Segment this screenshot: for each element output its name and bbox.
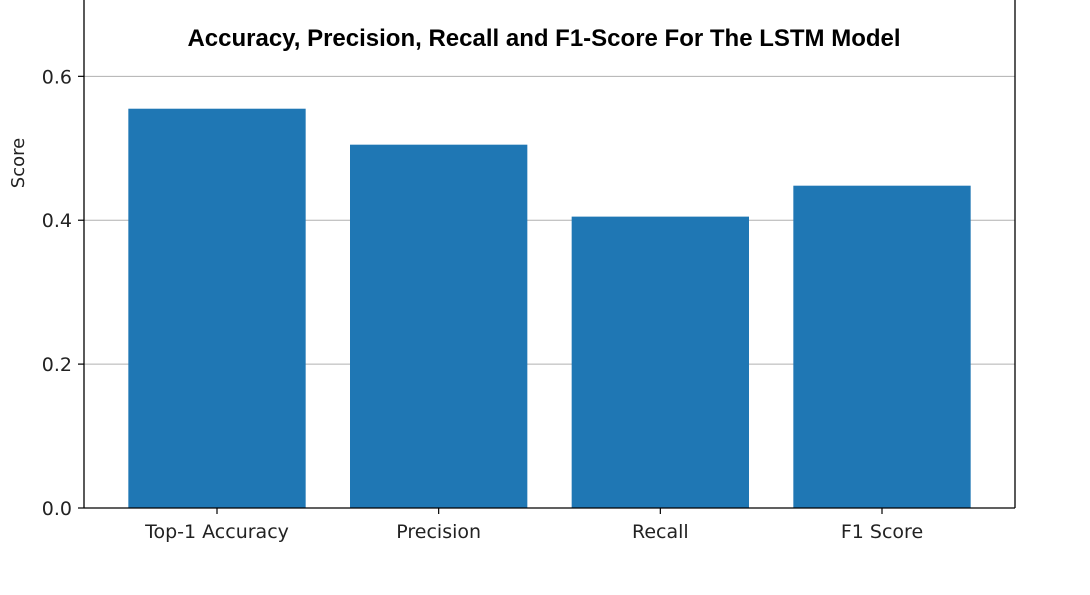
x-tick-label: Recall bbox=[632, 521, 689, 543]
bar bbox=[350, 144, 528, 509]
y-ticks: 0.0 0.2 0.4 0.6 bbox=[42, 66, 84, 520]
x-tick-label: Precision bbox=[396, 521, 481, 543]
y-tick-label: 0.0 bbox=[42, 498, 72, 520]
bars bbox=[128, 108, 971, 509]
bar bbox=[793, 185, 971, 508]
bar bbox=[128, 108, 306, 508]
bar bbox=[571, 216, 749, 508]
y-tick-label: 0.4 bbox=[42, 210, 72, 232]
x-ticks: Top-1 Accuracy Precision Recall F1 Score bbox=[144, 508, 923, 543]
chart-title: Accuracy, Precision, Recall and F1-Score… bbox=[187, 25, 900, 52]
y-tick-label: 0.6 bbox=[42, 66, 72, 88]
y-tick-label: 0.2 bbox=[42, 354, 72, 376]
y-axis-label: Score bbox=[8, 138, 29, 188]
x-tick-label: Top-1 Accuracy bbox=[144, 521, 289, 543]
x-tick-label: F1 Score bbox=[841, 521, 923, 543]
axes bbox=[83, 0, 1016, 509]
